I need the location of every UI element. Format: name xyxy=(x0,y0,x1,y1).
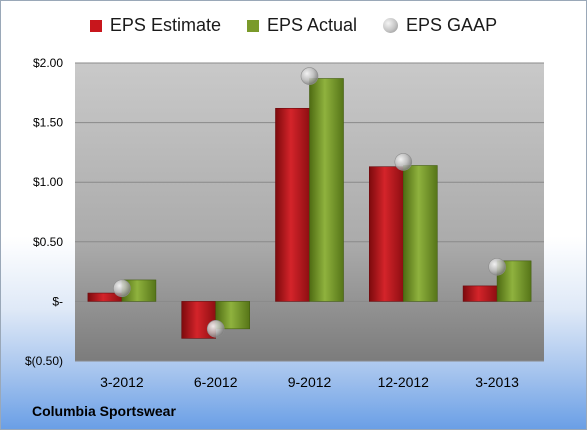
gaap-marker xyxy=(206,320,225,338)
gaap-marker xyxy=(394,153,413,171)
x-axis-labels: 3-2012 6-2012 9-2012 12-2012 3-2013 xyxy=(100,374,519,390)
y-tick-label: $1.00 xyxy=(33,175,63,189)
x-category-label: 12-2012 xyxy=(378,374,430,390)
x-category-label: 3-2012 xyxy=(100,374,144,390)
bar-eps-estimate xyxy=(462,285,498,302)
x-category-label: 3-2013 xyxy=(475,374,519,390)
bar-eps-actual xyxy=(309,78,344,302)
y-tick-label: $2.00 xyxy=(33,56,63,70)
company-name: Columbia Sportswear xyxy=(32,403,176,419)
y-tick-label: $0.50 xyxy=(33,235,63,249)
legend-marker-gaap xyxy=(383,18,399,33)
x-category-label: 9-2012 xyxy=(288,374,332,390)
legend: EPS Estimate EPS Actual EPS GAAP xyxy=(1,15,586,36)
y-tick-label: $- xyxy=(52,294,63,308)
legend-label-gaap: EPS GAAP xyxy=(406,15,498,35)
x-category-label: 6-2012 xyxy=(194,374,238,390)
gaap-marker xyxy=(300,67,319,85)
legend-swatch-estimate xyxy=(89,19,102,32)
gaap-markers xyxy=(113,67,506,338)
legend-label-estimate: EPS Estimate xyxy=(109,15,221,35)
bars xyxy=(87,78,532,339)
bar-eps-actual xyxy=(402,165,438,302)
y-tick-label: $(0.50) xyxy=(25,354,63,368)
bar-eps-estimate xyxy=(275,107,310,302)
gaap-marker xyxy=(113,279,131,298)
y-tick-label: $1.50 xyxy=(33,116,63,130)
legend-item-gaap: EPS GAAP xyxy=(383,15,497,36)
y-axis-labels: $2.00 $1.50 $1.00 $0.50 $- $(0.50) xyxy=(25,56,63,368)
gaap-marker xyxy=(488,258,506,276)
legend-item-estimate: EPS Estimate xyxy=(89,15,221,36)
legend-label-actual: EPS Actual xyxy=(266,15,358,35)
bar-eps-estimate xyxy=(368,166,404,302)
legend-swatch-actual xyxy=(246,19,259,32)
legend-item-actual: EPS Actual xyxy=(246,15,358,36)
